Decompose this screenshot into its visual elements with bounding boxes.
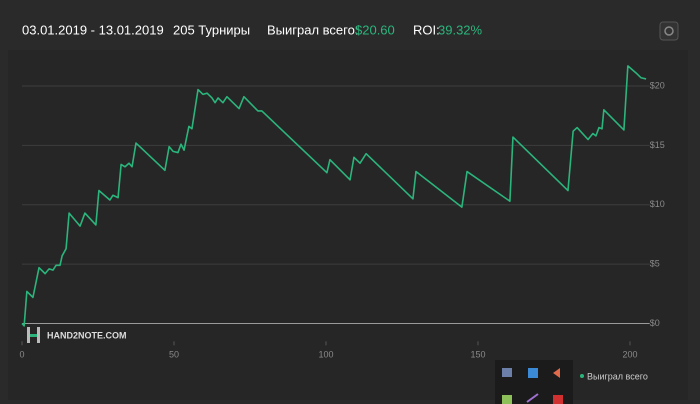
x-tick-label: 0 bbox=[19, 349, 24, 359]
tray-icon[interactable] bbox=[528, 368, 538, 378]
tray-icon[interactable] bbox=[553, 368, 560, 378]
tournaments: 205 Турниры bbox=[173, 22, 250, 37]
roi-label: ROI: bbox=[413, 22, 440, 37]
y-tick-label: $0 bbox=[650, 318, 660, 328]
logo-mark bbox=[37, 327, 40, 343]
period: 03.01.2019 - 13.01.2019 bbox=[22, 22, 164, 37]
roi-value: 39.32% bbox=[438, 22, 483, 37]
tray-icon[interactable] bbox=[526, 393, 539, 403]
x-tick-label: 100 bbox=[318, 349, 333, 359]
settings-icon bbox=[664, 26, 674, 36]
tray-icon[interactable] bbox=[502, 368, 512, 377]
settings-button[interactable] bbox=[659, 21, 679, 41]
tray-icon[interactable] bbox=[502, 395, 512, 404]
logo-mark bbox=[27, 327, 30, 343]
x-tick-label: 150 bbox=[470, 349, 485, 359]
legend-marker bbox=[580, 374, 584, 378]
plot-panel bbox=[8, 50, 688, 400]
won-label: Выиграл всего: bbox=[267, 22, 358, 37]
won-value: $20.60 bbox=[355, 22, 395, 37]
tray-icon[interactable] bbox=[553, 395, 563, 404]
y-tick-label: $10 bbox=[650, 199, 665, 209]
y-tick-label: $15 bbox=[650, 140, 665, 150]
x-tick-label: 50 bbox=[169, 349, 179, 359]
legend-label: Выиграл всего bbox=[587, 371, 648, 381]
x-tick-label: 200 bbox=[622, 349, 637, 359]
y-tick-label: $20 bbox=[650, 80, 665, 90]
y-tick-label: $5 bbox=[650, 259, 660, 269]
line-series bbox=[21, 65, 647, 327]
logo: HAND2NOTE.COM bbox=[27, 327, 127, 343]
logo-mark bbox=[30, 334, 37, 337]
logo-text: HAND2NOTE.COM bbox=[47, 330, 127, 340]
